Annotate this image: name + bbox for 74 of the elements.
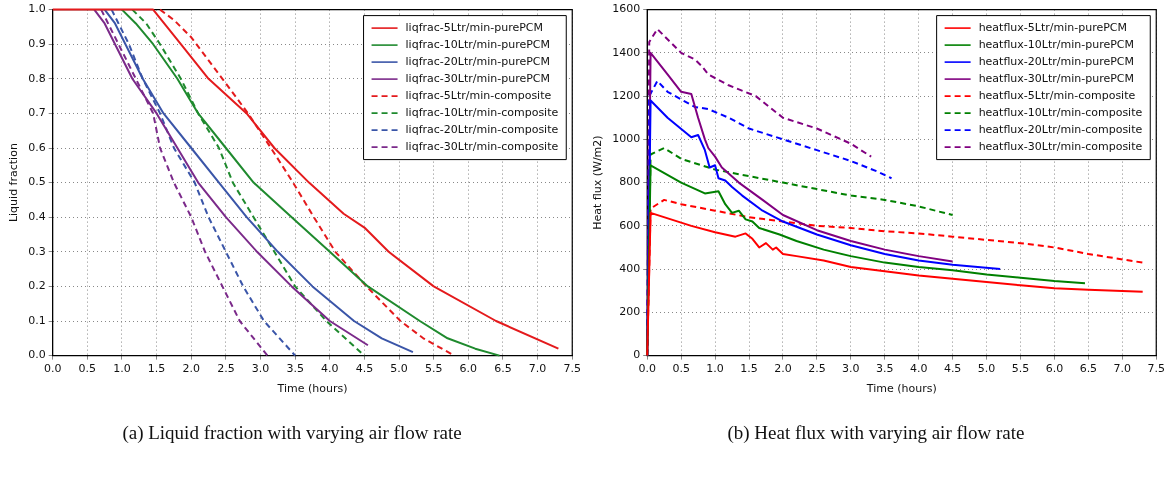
x-tick-label: 6.0 [459, 362, 478, 376]
y-tick-label: 1.0 [28, 2, 46, 16]
legend-label: liqfrac-10Ltr/min-purePCM [405, 37, 550, 51]
x-tick-label: 4.5 [943, 362, 962, 376]
x-tick-label: 4.0 [909, 362, 928, 376]
x-tick-label: 6.0 [1045, 362, 1064, 376]
y-tick-label: 0.8 [28, 71, 46, 85]
x-tick-label: 1.0 [113, 362, 131, 376]
x-tick-label: 5.5 [1011, 362, 1030, 376]
legend-label: heatflux-10Ltr/min-purePCM [978, 37, 1134, 51]
y-tick-label: 0.5 [28, 175, 46, 189]
y-tick-label: 1400 [612, 45, 641, 59]
x-tick-label: 0.0 [638, 362, 656, 376]
x-tick-label: 3.5 [876, 362, 894, 376]
text: (b) Heat flux with varying air flow rate [726, 422, 1026, 444]
legend-label: liqfrac-30Ltr/min-purePCM [405, 71, 550, 85]
legend-label: liqfrac-20Ltr/min-purePCM [405, 54, 550, 68]
y-axis-title: Liquid fraction [7, 143, 21, 223]
y-tick-label: 1600 [612, 2, 641, 16]
legend-label: heatflux-5Ltr/min-purePCM [978, 20, 1127, 34]
x-tick-label: 7.0 [528, 362, 547, 376]
y-tick-label: 0.3 [28, 244, 46, 258]
legend-label: liqfrac-5Ltr/min-composite [405, 88, 552, 102]
legend-label: heatflux-30Ltr/min-composite [978, 139, 1143, 153]
y-axis-title: Heat flux (W/m2) [591, 135, 605, 230]
x-axis-title: Time (hours) [276, 382, 348, 396]
x-tick-label: 1.5 [740, 362, 758, 376]
y-tick-label: 0.4 [28, 210, 46, 224]
x-tick-label: 7.0 [1113, 362, 1132, 376]
text: (a) Liquid fraction with varying air flow rate [121, 422, 463, 444]
y-tick-label: 400 [619, 261, 641, 275]
legend-label: heatflux-30Ltr/min-purePCM [978, 71, 1134, 85]
y-tick-label: 0.7 [28, 106, 46, 120]
x-tick-label: 6.5 [494, 362, 512, 376]
x-tick-label: 4.0 [321, 362, 339, 376]
y-tick-label: 600 [619, 218, 641, 232]
x-tick-label: 2.5 [217, 362, 235, 376]
x-tick-label: 0.5 [78, 362, 97, 376]
x-tick-label: 1.0 [706, 362, 724, 376]
legend-label: heatflux-20Ltr/min-composite [978, 122, 1143, 136]
y-tick-label: 0 [633, 348, 641, 362]
x-tick-label: 5.5 [424, 362, 443, 376]
x-tick-label: 4.5 [355, 362, 374, 376]
legend-label: heatflux-5Ltr/min-composite [978, 88, 1136, 102]
x-tick-label: 5.0 [977, 362, 996, 376]
legend-label: liqfrac-20Ltr/min-composite [405, 122, 559, 136]
y-tick-label: 0.1 [28, 313, 46, 327]
y-tick-label: 1000 [612, 132, 641, 146]
x-tick-label: 2.0 [774, 362, 792, 376]
x-tick-label: 0.5 [672, 362, 690, 376]
y-tick-label: 0.6 [28, 140, 46, 154]
x-tick-label: 5.0 [390, 362, 408, 376]
x-tick-label: 2.0 [182, 362, 200, 376]
legend-label: heatflux-10Ltr/min-composite [978, 105, 1143, 119]
y-tick-label: 800 [619, 175, 641, 189]
x-tick-label: 7.5 [563, 362, 581, 376]
x-axis-title: Time (hours) [865, 382, 937, 396]
x-tick-label: 7.5 [1147, 362, 1165, 376]
y-tick-label: 200 [619, 305, 641, 319]
x-tick-label: 3.5 [286, 362, 304, 376]
legend-label: heatflux-20Ltr/min-purePCM [978, 54, 1134, 68]
y-tick-label: 0.0 [28, 348, 46, 362]
x-tick-label: 6.5 [1079, 362, 1098, 376]
x-tick-label: 0.0 [43, 362, 62, 376]
legend-label: liqfrac-30Ltr/min-composite [405, 139, 559, 153]
x-tick-label: 2.5 [808, 362, 826, 376]
x-tick-label: 1.5 [147, 362, 166, 376]
y-tick-label: 0.9 [28, 37, 46, 51]
legend-label: liqfrac-10Ltr/min-composite [405, 105, 559, 119]
legend-label: liqfrac-5Ltr/min-purePCM [405, 20, 543, 34]
y-tick-label: 0.2 [28, 279, 46, 293]
x-tick-label: 3.0 [251, 362, 270, 376]
y-tick-label: 1200 [612, 88, 641, 102]
x-tick-label: 3.0 [842, 362, 860, 376]
